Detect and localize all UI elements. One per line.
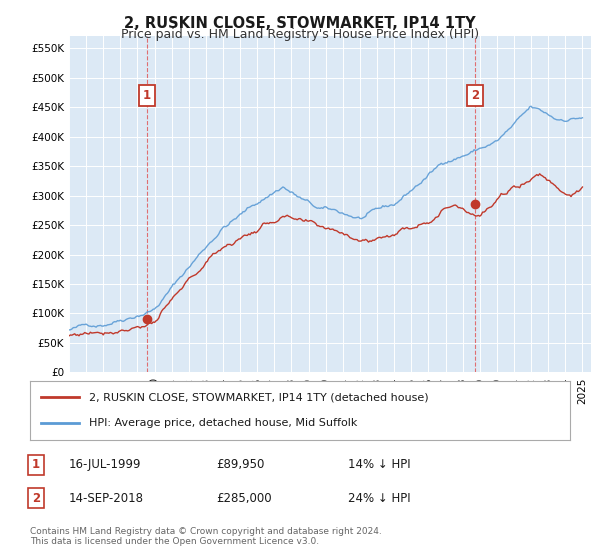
Text: 2: 2	[32, 492, 40, 505]
Text: 1: 1	[32, 458, 40, 472]
Text: 24% ↓ HPI: 24% ↓ HPI	[348, 492, 410, 505]
Text: 16-JUL-1999: 16-JUL-1999	[69, 458, 142, 472]
Text: Contains HM Land Registry data © Crown copyright and database right 2024.
This d: Contains HM Land Registry data © Crown c…	[30, 526, 382, 546]
Text: £285,000: £285,000	[216, 492, 272, 505]
Text: HPI: Average price, detached house, Mid Suffolk: HPI: Average price, detached house, Mid …	[89, 418, 358, 428]
Text: 1: 1	[143, 89, 151, 102]
Text: Price paid vs. HM Land Registry's House Price Index (HPI): Price paid vs. HM Land Registry's House …	[121, 28, 479, 41]
Text: £89,950: £89,950	[216, 458, 265, 472]
Text: 2: 2	[471, 89, 479, 102]
Text: 14% ↓ HPI: 14% ↓ HPI	[348, 458, 410, 472]
Text: 14-SEP-2018: 14-SEP-2018	[69, 492, 144, 505]
Text: 2, RUSKIN CLOSE, STOWMARKET, IP14 1TY: 2, RUSKIN CLOSE, STOWMARKET, IP14 1TY	[124, 16, 476, 31]
Text: 2, RUSKIN CLOSE, STOWMARKET, IP14 1TY (detached house): 2, RUSKIN CLOSE, STOWMARKET, IP14 1TY (d…	[89, 392, 429, 402]
